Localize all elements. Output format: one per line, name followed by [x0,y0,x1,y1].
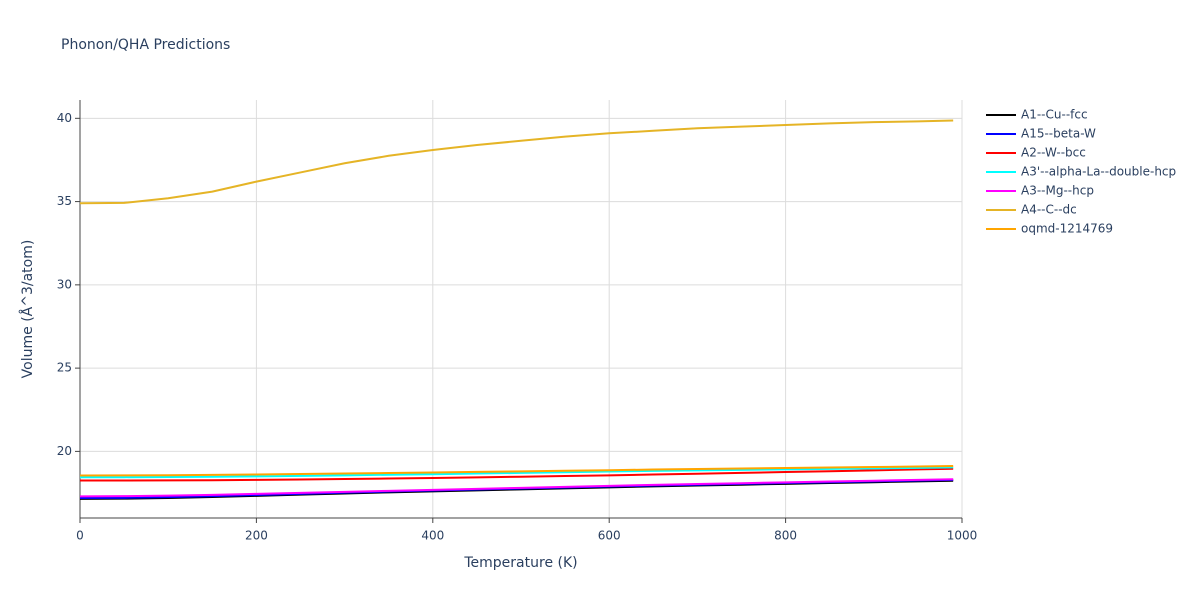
y-axis-title: Volume (Å^3/atom) [19,240,36,379]
y-tick-label: 40 [57,111,72,125]
x-axis-title: Temperature (K) [463,555,577,571]
x-tick-label: 0 [76,529,84,543]
legend-label: oqmd-1214769 [1021,222,1113,236]
legend-label: A3'--alpha-La--double-hcp [1021,165,1176,179]
y-tick-label: 35 [57,194,72,208]
legend-label: A3--Mg--hcp [1021,184,1094,198]
x-tick-label: 1000 [947,529,978,543]
series-line [79,465,954,477]
legend-label: A4--C--dc [1021,203,1077,217]
y-tick-label: 25 [57,361,72,375]
x-tick-label: 600 [598,529,621,543]
series-line [80,466,954,479]
x-tick-label: 200 [245,529,268,543]
series-line [79,119,954,205]
legend-label: A2--W--bcc [1021,146,1086,160]
x-tick-label: 400 [421,529,444,543]
chart-title: Phonon/QHA Predictions [61,37,230,53]
x-tick-label: 800 [774,529,797,543]
legend-label: A1--Cu--fcc [1021,108,1088,122]
series-line [79,478,954,498]
y-tick-label: 20 [57,444,72,458]
legend-label: A15--beta-W [1021,127,1096,141]
series-line [80,467,954,482]
y-tick-label: 30 [57,277,72,291]
